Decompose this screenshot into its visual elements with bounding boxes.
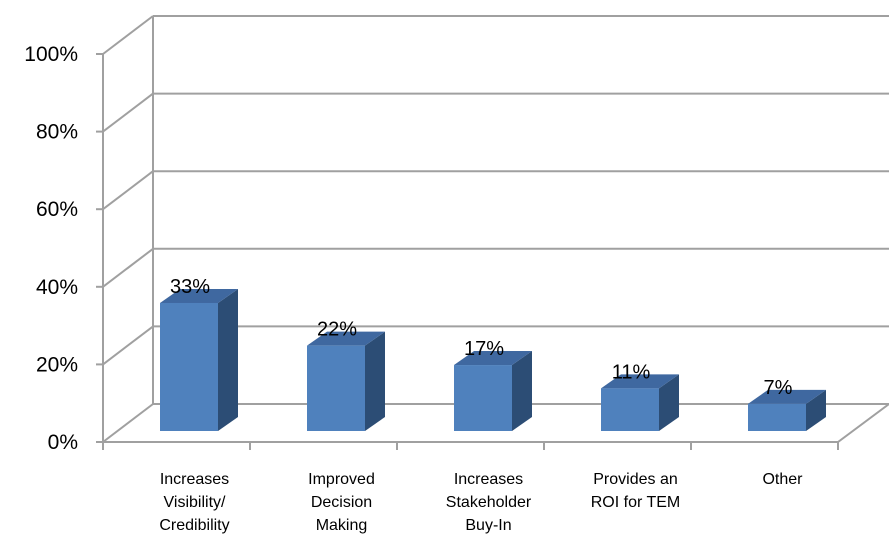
y-tick-label: 0% [48, 431, 78, 454]
bar-side [806, 389, 826, 431]
data-label: 22% [317, 319, 357, 341]
bar-front [454, 365, 512, 431]
gridlines [102, 15, 889, 443]
bars [160, 288, 826, 431]
gridline-wall [102, 248, 154, 288]
bar-side [218, 288, 238, 431]
category-label: Increases Stakeholder Buy-In [446, 471, 532, 534]
y-tick-label: 20% [36, 353, 78, 376]
bar-top [454, 351, 532, 366]
category-labels: Increases Visibility/Credibility Improved D… [159, 471, 803, 534]
bar [601, 374, 679, 431]
bar-front [307, 345, 365, 431]
data-label: 33% [170, 276, 210, 298]
gridline-wall [102, 325, 154, 366]
bar-top [601, 374, 679, 389]
gridline-wall [102, 403, 154, 443]
bar [160, 288, 238, 431]
bar-top [160, 288, 238, 303]
category-label: Other [762, 471, 803, 488]
bar [454, 351, 532, 431]
bar-top [748, 389, 826, 404]
y-tick-label: 80% [36, 121, 78, 144]
gridline-wall [102, 92, 154, 133]
bar-front [601, 388, 659, 431]
data-label: 11% [612, 361, 651, 383]
y-tick-label: 40% [36, 276, 78, 299]
gridline-wall [102, 170, 154, 210]
category-label: Improved Decision Making [308, 471, 375, 534]
y-tick-label: 100% [24, 43, 78, 66]
data-label: 17% [464, 338, 504, 360]
data-labels: 33% 22% 17% 11% 7% [170, 276, 793, 399]
y-tick-label: 60% [36, 198, 78, 221]
bar-side [512, 351, 532, 431]
bar-side [659, 374, 679, 431]
data-label: 7% [764, 377, 793, 399]
category-label: Increases Visibility/Credibility [159, 471, 229, 534]
category-label: Provides an ROI for TEM [591, 471, 681, 511]
bar [307, 331, 385, 431]
bar-side [365, 331, 385, 431]
axes [96, 16, 889, 450]
bar-front [160, 302, 218, 431]
bar-front [748, 403, 806, 431]
gridline-wall [102, 15, 154, 55]
y-axis-tick-labels: 0% 20% 40% 60% 80% 100% [24, 43, 78, 454]
bar [748, 389, 826, 431]
bar-top [307, 331, 385, 346]
